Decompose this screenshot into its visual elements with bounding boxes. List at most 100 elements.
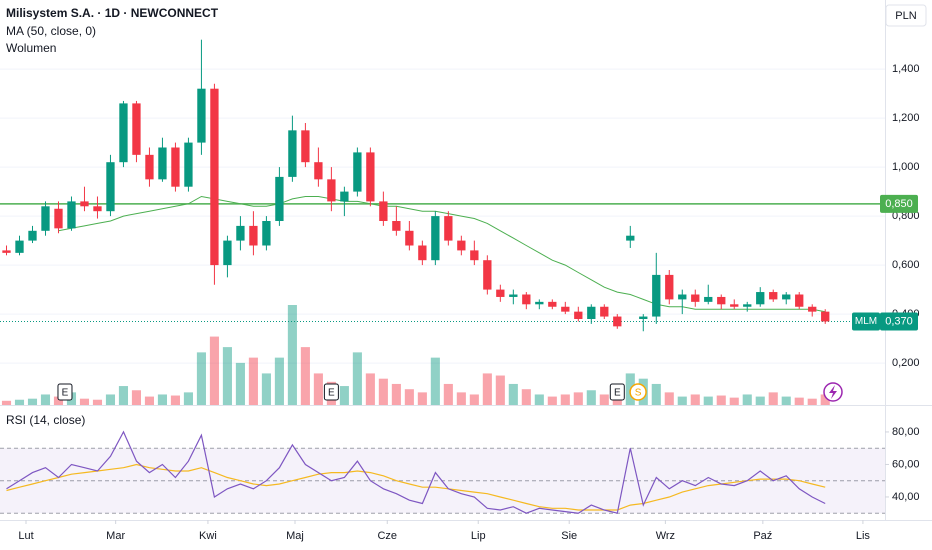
volume-bar [287, 305, 297, 405]
volume-bar [495, 375, 505, 405]
candle-body [301, 130, 310, 163]
price-pane: 0,2000,4000,6000,8001,0001,2001,4000,850… [0, 39, 920, 405]
candle-body [457, 240, 466, 251]
volume-bar [131, 390, 142, 405]
candle-body [132, 103, 141, 155]
volume-bar [274, 357, 284, 405]
volume-bar [677, 396, 687, 405]
candle-body [574, 311, 583, 320]
volume-bar [118, 386, 129, 405]
volume-bar [469, 394, 479, 405]
candle-body [561, 306, 570, 312]
candle-body [613, 316, 622, 327]
candle-body [509, 294, 518, 297]
candle-body [691, 294, 700, 302]
event-marker[interactable] [609, 383, 625, 401]
volume-bar [339, 386, 349, 405]
y-tick-label: 0,200 [892, 357, 920, 369]
x-tick-label: Lip [471, 530, 486, 542]
volume-bar [404, 389, 414, 405]
candle-body [158, 147, 167, 180]
volume-bar [79, 398, 90, 405]
candle-body [522, 294, 531, 305]
volume-bar [820, 394, 830, 405]
candle-body [197, 88, 206, 143]
volume-bar [521, 389, 531, 405]
candle-body [353, 152, 362, 192]
volume-bar [40, 394, 51, 405]
candle-body [704, 296, 713, 302]
candle-body [652, 274, 661, 317]
candle-body [782, 294, 791, 300]
volume-bar [170, 395, 180, 405]
currency-box[interactable] [885, 4, 927, 27]
candle-body [470, 250, 479, 261]
volume-bar [365, 373, 375, 405]
volume-bar [573, 392, 583, 405]
volume-bar [651, 383, 661, 405]
indicator-label: MA (50, close, 0) [6, 24, 96, 38]
volume-bar [209, 336, 219, 405]
candle-body [223, 240, 232, 266]
volume-bar [235, 362, 245, 405]
x-tick-label: Paź [753, 530, 772, 542]
volume-bar [92, 399, 103, 405]
y-tick-label: 1,000 [892, 161, 920, 173]
volume-bar [248, 357, 258, 405]
candle-body [535, 301, 544, 305]
volume-bar [534, 394, 544, 405]
x-tick-label: Wrz [656, 530, 675, 542]
x-tick-label: Lis [856, 530, 871, 542]
candle-body [405, 230, 414, 246]
candle-body [67, 201, 76, 229]
y-tick-label: 1,200 [892, 112, 920, 124]
volume-bar [183, 392, 193, 405]
y-tick-label: 0,800 [892, 210, 920, 222]
lightning-icon[interactable] [829, 385, 837, 399]
candle-body [210, 88, 219, 266]
candle-body [730, 304, 739, 307]
volume-bar [300, 347, 310, 405]
volume-bar [53, 396, 64, 405]
candle-body [548, 301, 557, 307]
last-price-box [880, 312, 918, 331]
indicator-label: Wolumen [6, 41, 56, 55]
event-marker[interactable] [57, 383, 73, 401]
candle-body [678, 294, 687, 300]
rsi-pane: 40,00 60,00 80,00 [0, 426, 920, 514]
candle-body [431, 216, 440, 261]
volume-bar [1, 400, 12, 405]
currency[interactable]: PLN [895, 10, 916, 22]
volume-bar [547, 396, 557, 405]
event-marker[interactable] [629, 383, 647, 401]
symbol-label: MLM [855, 316, 877, 327]
y-tick-label: 1,400 [892, 63, 920, 75]
last-price-label: 0,370 [885, 315, 913, 327]
candle-body [236, 225, 245, 241]
rsi-line [6, 430, 826, 514]
candle-body [275, 176, 284, 221]
y-tick-label: 60,00 [892, 458, 920, 470]
volume-bar [417, 392, 427, 405]
volume-bar [430, 357, 440, 405]
volume-bar [391, 383, 401, 405]
symbol-label-box [852, 312, 880, 331]
volume-bar [443, 383, 453, 405]
volume-bar [794, 397, 804, 405]
candle-body [717, 296, 726, 305]
volume-bar [482, 373, 492, 405]
candle-body [54, 208, 63, 229]
x-tick-label: Cze [377, 530, 397, 542]
candle-body [145, 154, 154, 180]
volume-bar [352, 352, 362, 405]
candle-body [808, 306, 817, 312]
volume-bar [690, 394, 700, 405]
x-tick-label: Lut [18, 530, 33, 542]
y-tick-label: 0,600 [892, 259, 920, 271]
candle-body [366, 152, 375, 202]
candle-body [15, 240, 24, 253]
candle-body [379, 201, 388, 221]
volume-bar [599, 394, 609, 405]
volume-bar [261, 373, 271, 405]
event-marker[interactable] [323, 383, 339, 401]
